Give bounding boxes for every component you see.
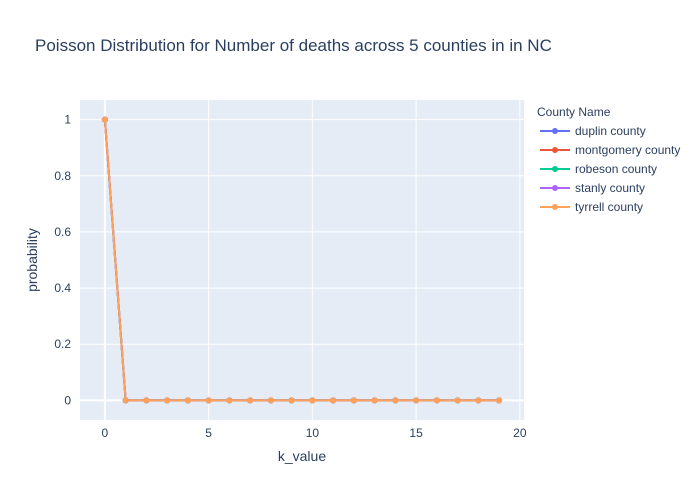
series-layer xyxy=(101,116,503,404)
chart-title: Poisson Distribution for Number of death… xyxy=(35,36,552,55)
y-tick-label: 1 xyxy=(64,113,71,127)
data-point xyxy=(475,397,482,404)
y-tick-label: 0.4 xyxy=(54,281,71,295)
legend-swatch-marker xyxy=(552,204,558,210)
legend-item[interactable]: stanly county xyxy=(540,181,645,195)
legend-label: montgomery county xyxy=(575,143,680,157)
legend-label: duplin county xyxy=(575,124,646,138)
data-point xyxy=(496,397,503,404)
legend-swatch-marker xyxy=(552,166,558,172)
y-tick-label: 0.8 xyxy=(54,169,71,183)
data-point xyxy=(392,397,399,404)
x-tick-label: 10 xyxy=(306,426,320,440)
legend-label: stanly county xyxy=(575,181,645,195)
data-point xyxy=(143,397,150,404)
legend-item[interactable]: robeson county xyxy=(540,162,657,176)
x-tick-label: 15 xyxy=(409,426,423,440)
series-tyrrell-county xyxy=(101,116,503,404)
legend-swatch-marker xyxy=(552,147,558,153)
y-tick-label: 0.6 xyxy=(54,225,71,239)
data-point xyxy=(226,397,233,404)
data-point xyxy=(350,397,357,404)
legend-label: robeson county xyxy=(575,162,657,176)
y-tick-label: 0 xyxy=(64,393,71,407)
legend: County Name duplin county montgomery coun… xyxy=(537,105,680,214)
x-axis-title: k_value xyxy=(278,448,326,464)
data-point xyxy=(433,397,440,404)
legend-item[interactable]: tyrrell county xyxy=(540,200,643,214)
y-axis-ticks: 0 0.2 0.4 0.6 0.8 1 xyxy=(54,113,71,408)
data-point xyxy=(267,397,274,404)
legend-item[interactable]: montgomery county xyxy=(540,143,680,157)
legend-item[interactable]: duplin county xyxy=(540,124,646,138)
data-point xyxy=(309,397,316,404)
x-tick-label: 20 xyxy=(513,426,527,440)
legend-title: County Name xyxy=(537,105,611,119)
data-point xyxy=(122,397,129,404)
legend-label: tyrrell county xyxy=(575,200,643,214)
data-point xyxy=(205,397,212,404)
data-point xyxy=(184,397,191,404)
y-axis-title: probability xyxy=(24,228,40,292)
plot-area xyxy=(80,100,524,420)
data-point xyxy=(164,397,171,404)
data-point xyxy=(454,397,461,404)
legend-swatch-marker xyxy=(552,185,558,191)
data-point xyxy=(330,397,337,404)
data-point xyxy=(371,397,378,404)
x-axis-ticks: 0 5 10 15 20 xyxy=(102,426,527,440)
data-point xyxy=(247,397,254,404)
data-point xyxy=(101,116,108,123)
legend-swatch-marker xyxy=(552,128,558,134)
series-line xyxy=(103,119,500,402)
x-tick-label: 5 xyxy=(205,426,212,440)
x-tick-label: 0 xyxy=(102,426,109,440)
y-tick-label: 0.2 xyxy=(54,337,71,351)
data-point xyxy=(288,397,295,404)
data-point xyxy=(413,397,420,404)
